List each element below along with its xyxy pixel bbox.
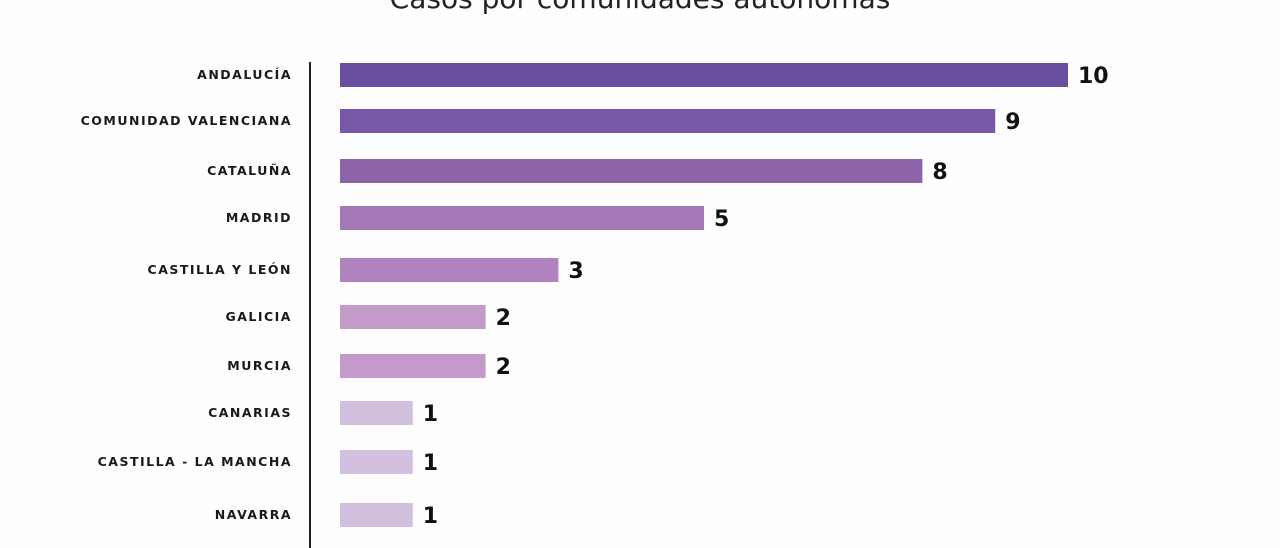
category-label: CASTILLA Y LEÓN <box>148 262 292 277</box>
bar <box>340 63 1068 87</box>
category-label: CATALUÑA <box>207 163 292 178</box>
category-label: GALICIA <box>225 309 292 324</box>
value-label: 10 <box>1078 64 1109 89</box>
bar <box>340 503 413 527</box>
value-label: 2 <box>496 306 511 331</box>
value-label: 5 <box>714 207 729 232</box>
bar <box>340 159 923 183</box>
category-label: ANDALUCÍA <box>197 67 292 82</box>
bar <box>340 450 413 474</box>
bar <box>340 305 486 329</box>
bar <box>340 258 559 282</box>
chart-title: Casos por comunidades autónomas <box>0 0 1280 15</box>
bar <box>340 401 413 425</box>
value-label: 1 <box>423 451 438 476</box>
value-label: 3 <box>568 259 583 284</box>
bar <box>340 206 704 230</box>
value-label: 9 <box>1005 110 1020 135</box>
category-label: CASTILLA - LA MANCHA <box>98 454 292 469</box>
category-label: NAVARRA <box>215 507 292 522</box>
value-label: 1 <box>423 504 438 529</box>
category-label: COMUNIDAD VALENCIANA <box>81 113 292 128</box>
value-label: 8 <box>932 160 947 185</box>
category-label: MADRID <box>226 210 292 225</box>
bar <box>340 109 996 133</box>
bar <box>340 354 486 378</box>
category-label: CANARIAS <box>208 405 292 420</box>
category-label: MURCIA <box>227 358 292 373</box>
value-label: 2 <box>496 355 511 380</box>
value-label: 1 <box>423 402 438 427</box>
